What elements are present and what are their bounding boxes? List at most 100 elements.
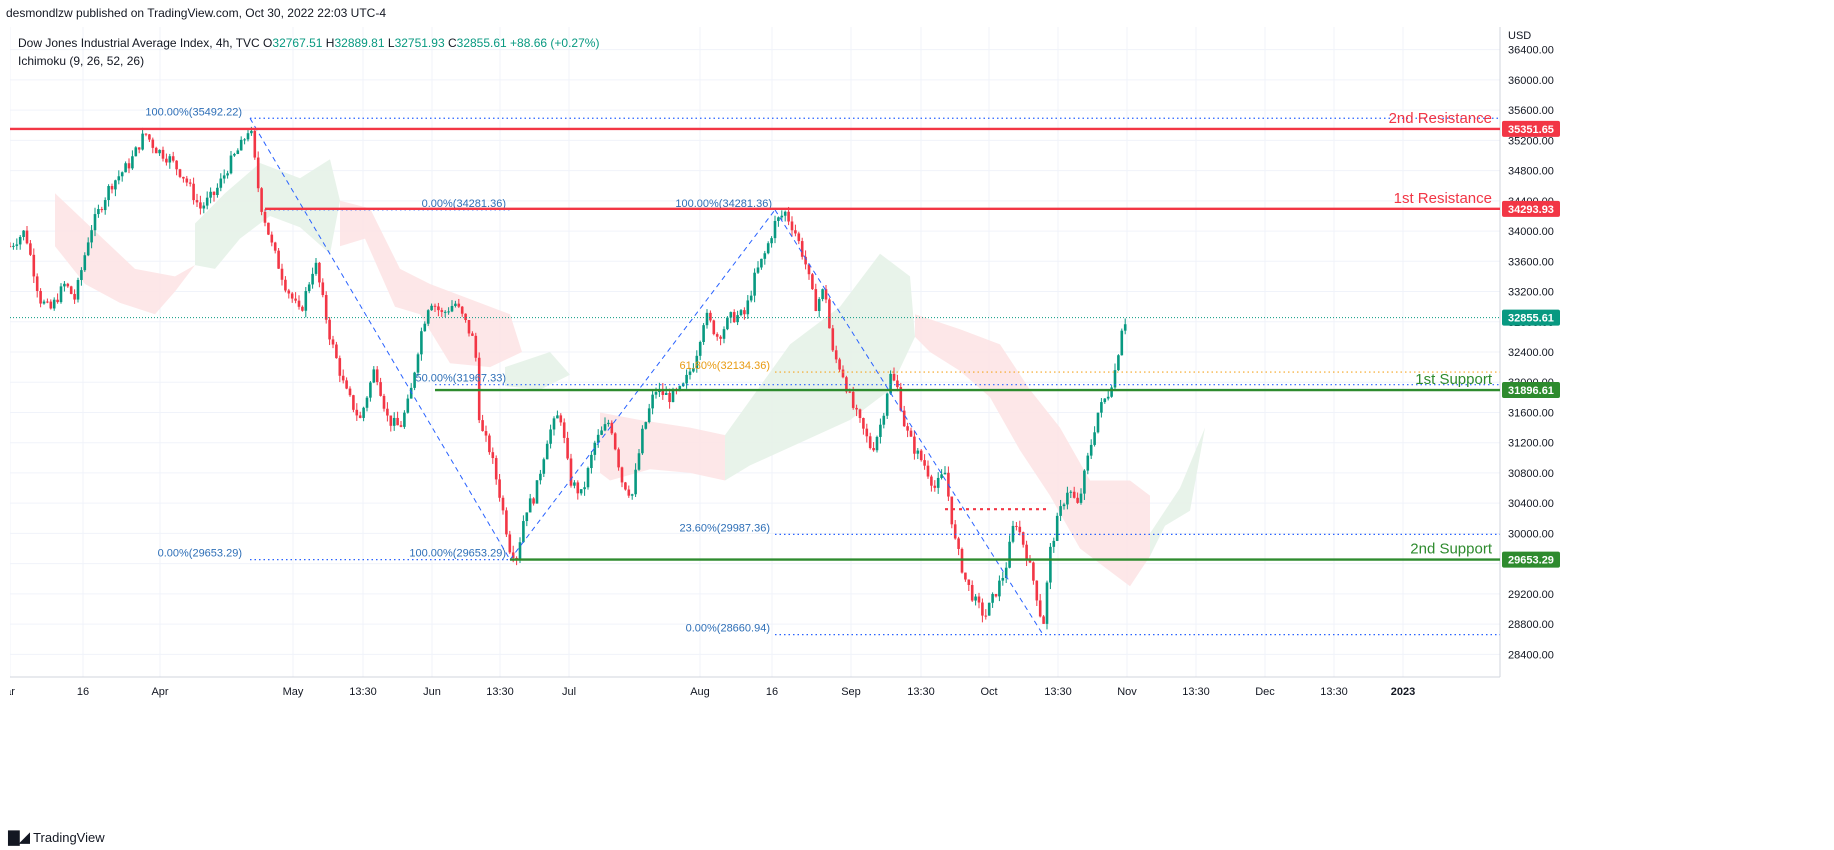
candle-body [454, 303, 457, 306]
candle-body [328, 319, 331, 340]
candle-body [651, 394, 654, 409]
candle-body [505, 510, 508, 535]
candle-body [263, 211, 267, 223]
candle-body [137, 147, 141, 150]
candle-body [800, 241, 804, 257]
candle-body [1076, 497, 1079, 503]
candle-body [933, 485, 937, 488]
candle-body [420, 331, 423, 355]
candle-body [256, 157, 260, 189]
candle-body [386, 408, 389, 416]
footer-brand[interactable]: TradingView [33, 829, 105, 845]
candle-body [192, 183, 195, 201]
candle-body [311, 273, 314, 285]
candle-body [355, 409, 359, 416]
candle-body [943, 472, 947, 475]
x-tick-label: Dec [1255, 686, 1275, 698]
candle-body [794, 230, 797, 234]
candle-body [872, 447, 875, 451]
candle-body [545, 443, 549, 460]
fib-level-label: 100.00%(35492.22) [145, 106, 242, 118]
candle-body [817, 299, 821, 312]
y-tick-label: 36400.00 [1508, 45, 1554, 57]
candle-body [719, 336, 722, 339]
candle-body [1120, 330, 1124, 356]
candle-body [97, 209, 100, 215]
x-tick-label: 13:30 [1044, 686, 1072, 698]
candle-body [226, 173, 229, 176]
candle-body [46, 301, 49, 303]
candle-body [403, 412, 406, 427]
candle-body [1011, 525, 1015, 542]
candle-body [753, 272, 756, 296]
y-tick-label: 30000.00 [1508, 528, 1554, 540]
candle-body [1066, 492, 1069, 505]
candle-body [926, 465, 930, 477]
candle-body [416, 354, 420, 373]
chart-frame[interactable]: 100.00%(35492.22) 0.00%(29653.29) 0.00%(34… [10, 27, 1834, 823]
candle-body [484, 431, 488, 436]
candle-body [862, 418, 865, 429]
candle-body [120, 172, 124, 177]
tradingview-logo-icon: ▇◢ [8, 829, 30, 846]
candle-body [967, 579, 971, 585]
candle-body [63, 283, 66, 287]
candle-body [586, 468, 590, 488]
candle-body [916, 450, 920, 454]
x-tick-label: 16 [766, 686, 778, 698]
indicator-label[interactable]: Ichimoku (9, 26, 52, 26) [18, 54, 145, 68]
candle-body [879, 424, 882, 437]
candle-body [69, 286, 73, 294]
candle-body [984, 615, 988, 617]
symbol-title[interactable]: Dow Jones Industrial Average Index, 4h, … [18, 36, 260, 50]
level-price-tag-bg [1502, 200, 1560, 217]
candle-body [158, 149, 161, 154]
candle-body [882, 415, 886, 425]
candle-body [365, 397, 369, 408]
candle-body [743, 310, 746, 315]
candle-body [994, 594, 998, 597]
chart-canvas[interactable]: 100.00%(35492.22) 0.00%(29653.29) 0.00%(34… [10, 27, 1834, 823]
y-tick-label: 34000.00 [1508, 226, 1554, 238]
x-tick-label: 13:30 [486, 686, 514, 698]
candle-body [1062, 504, 1066, 507]
candle-body [443, 311, 447, 313]
x-tick-label: Sep [841, 686, 861, 698]
candle-body [222, 175, 226, 179]
candle-body [661, 388, 665, 395]
candle-body [73, 293, 76, 300]
candle-body [304, 291, 308, 311]
cloud-bullish [1150, 427, 1205, 557]
candle-body [930, 476, 933, 486]
candle-body [185, 178, 189, 183]
level-name-label: 2nd Support [1410, 541, 1493, 558]
candle-body [726, 317, 729, 330]
candle-body [430, 305, 433, 311]
y-tick-label: 32400.00 [1508, 347, 1554, 359]
candle-body [559, 415, 563, 423]
candle-body [1123, 324, 1127, 331]
fib-level-label: 0.00%(28660.94) [686, 623, 770, 635]
fib-level-label: 100.00%(29653.29) [409, 548, 506, 560]
candle-body [277, 250, 280, 269]
candle-body [144, 133, 148, 135]
candle-body [358, 415, 362, 418]
candle-body [970, 584, 974, 601]
candle-body [692, 368, 695, 372]
candle-body [579, 489, 583, 494]
cloud-bearish [600, 412, 725, 481]
candle-body [324, 295, 328, 320]
candle-body [865, 428, 869, 437]
candle-body [1083, 470, 1086, 494]
candle-body [117, 176, 121, 181]
candle-body [998, 580, 1001, 597]
y-tick-label: 36000.00 [1508, 75, 1554, 87]
candle-body [624, 482, 627, 490]
candle-body [620, 467, 624, 483]
y-tick-label: 30400.00 [1508, 498, 1554, 510]
candle-body [1049, 546, 1052, 583]
candle-body [1059, 506, 1062, 516]
candle-body [297, 300, 301, 307]
candle-body [974, 596, 977, 601]
candle-body [539, 473, 542, 481]
